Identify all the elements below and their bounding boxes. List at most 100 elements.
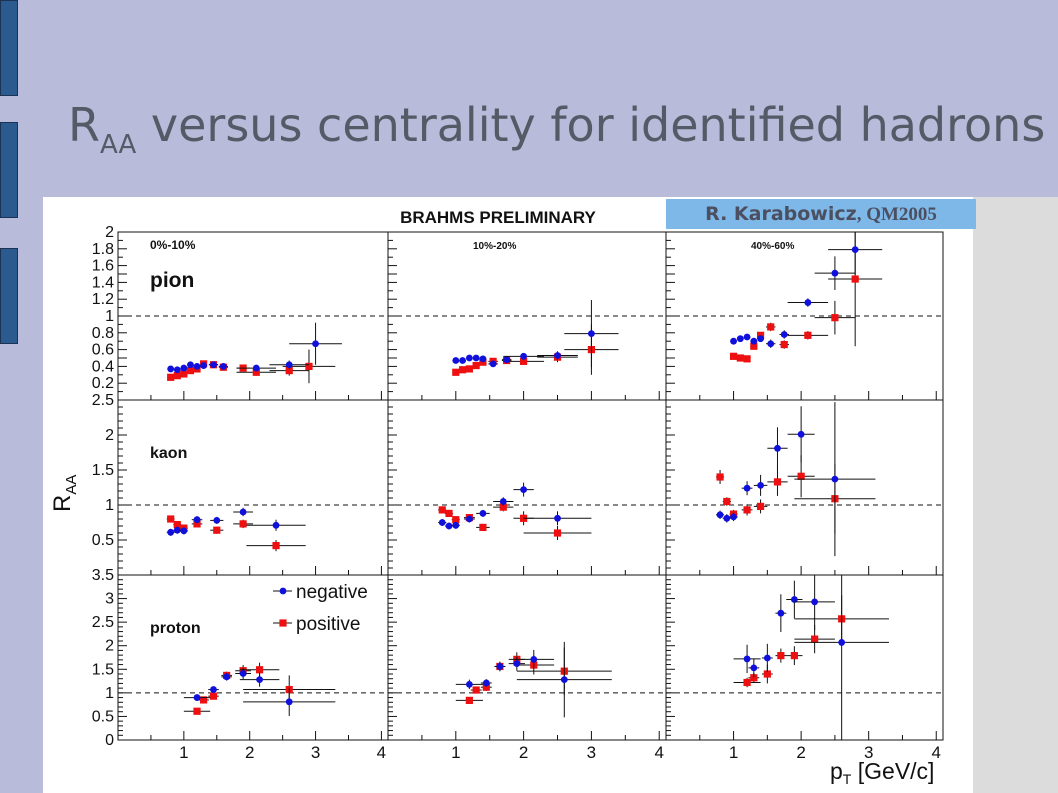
legend-label: positive [296, 614, 360, 635]
positive-point [790, 652, 798, 660]
y-tick-label: 3 [105, 591, 114, 608]
negative-point [187, 361, 194, 369]
panel-frame [117, 399, 389, 576]
y-tick-label: 1.8 [92, 241, 114, 258]
particle-label: proton [150, 620, 201, 637]
negative-point [499, 498, 507, 505]
positive-point [767, 323, 775, 331]
negative-point [743, 655, 751, 663]
positive-point [756, 502, 765, 510]
negative-point [445, 522, 453, 530]
y-tick-label: 0.5 [92, 708, 114, 725]
particle-label: kaon [150, 445, 187, 462]
y-tick-label: 1.5 [92, 462, 114, 479]
positive-point [255, 666, 264, 674]
positive-point [472, 361, 480, 370]
y-tick-label: 1.2 [92, 291, 114, 308]
negative-point [763, 654, 771, 662]
positive-point [851, 275, 859, 283]
negative-point [743, 484, 751, 492]
positive-point [797, 472, 805, 480]
negative-point [716, 511, 724, 519]
positive-point [482, 683, 490, 691]
x-axis-title: pT [GeV/c] [830, 758, 934, 787]
negative-point [256, 676, 263, 684]
negative-point [588, 330, 595, 338]
positive-point [743, 678, 751, 687]
negative-point [180, 364, 188, 372]
negative-point [459, 357, 466, 364]
negative-point [239, 670, 247, 677]
negative-point [465, 515, 473, 523]
x-tick-label: 3 [311, 743, 320, 762]
positive-point [272, 542, 280, 550]
legend-positive-marker [279, 619, 287, 627]
positive-point [239, 520, 247, 528]
negative-point [213, 517, 221, 524]
x-tick-label: 3 [587, 743, 596, 762]
negative-point [743, 333, 751, 341]
title-subscript: AA [99, 130, 137, 160]
negative-point [790, 596, 798, 603]
positive-point [465, 365, 473, 373]
negative-point [210, 686, 217, 693]
y-tick-label: 0.4 [92, 358, 114, 375]
x-tick-label: 1 [729, 743, 738, 762]
positive-point [180, 370, 188, 378]
y-tick-label: 2 [105, 224, 114, 241]
positive-point [750, 342, 758, 350]
positive-point [743, 506, 751, 514]
sidebar-bar [0, 248, 18, 344]
positive-point [831, 314, 839, 322]
positive-point [520, 357, 528, 365]
positive-point [780, 340, 788, 349]
negative-point [482, 679, 490, 687]
positive-point [438, 506, 446, 514]
positive-point [499, 503, 507, 511]
negative-point [312, 340, 319, 348]
positive-point [479, 523, 487, 531]
positive-point [452, 368, 460, 376]
negative-point [465, 354, 473, 362]
x-axis-title-main: p [830, 758, 843, 784]
positive-point [763, 670, 771, 678]
negative-point [472, 354, 480, 362]
positive-point [167, 373, 175, 381]
negative-point [513, 660, 521, 668]
positive-point [305, 362, 313, 370]
positive-point [553, 529, 562, 537]
negative-point [219, 363, 227, 370]
negative-point [489, 360, 497, 368]
negative-point [730, 337, 737, 345]
y-tick-label: 1 [105, 685, 114, 702]
negative-point [730, 513, 737, 521]
positive-point [167, 515, 175, 523]
negative-point [479, 510, 487, 517]
negative-point [530, 655, 538, 663]
negative-point [777, 609, 785, 617]
negative-point [811, 598, 819, 606]
x-tick-label: 4 [377, 743, 386, 762]
y-tick-label: 0.2 [92, 375, 114, 392]
credit-box: R. Karabowicz, QM2005 [666, 199, 976, 229]
positive-point [729, 352, 738, 360]
x-tick-label: 3 [864, 743, 873, 762]
positive-point [186, 367, 195, 375]
x-tick-label: 4 [932, 743, 941, 762]
negative-point [757, 335, 764, 343]
y-tick-label: 0.8 [92, 325, 114, 342]
y-axis-title: RAA [49, 475, 80, 512]
sidebar-bar [0, 0, 18, 96]
positive-point [193, 520, 201, 528]
positive-point [445, 509, 453, 517]
positive-point [777, 652, 785, 660]
negative-point [554, 514, 561, 522]
centrality-label: 0%-10% [150, 238, 196, 252]
negative-point [797, 430, 805, 438]
y-axis-title-sub: AA [63, 475, 80, 495]
negative-point [452, 521, 460, 529]
particle-label: pion [150, 269, 194, 292]
panel-frame [665, 574, 944, 741]
positive-point [743, 355, 751, 363]
negative-point [167, 365, 175, 373]
